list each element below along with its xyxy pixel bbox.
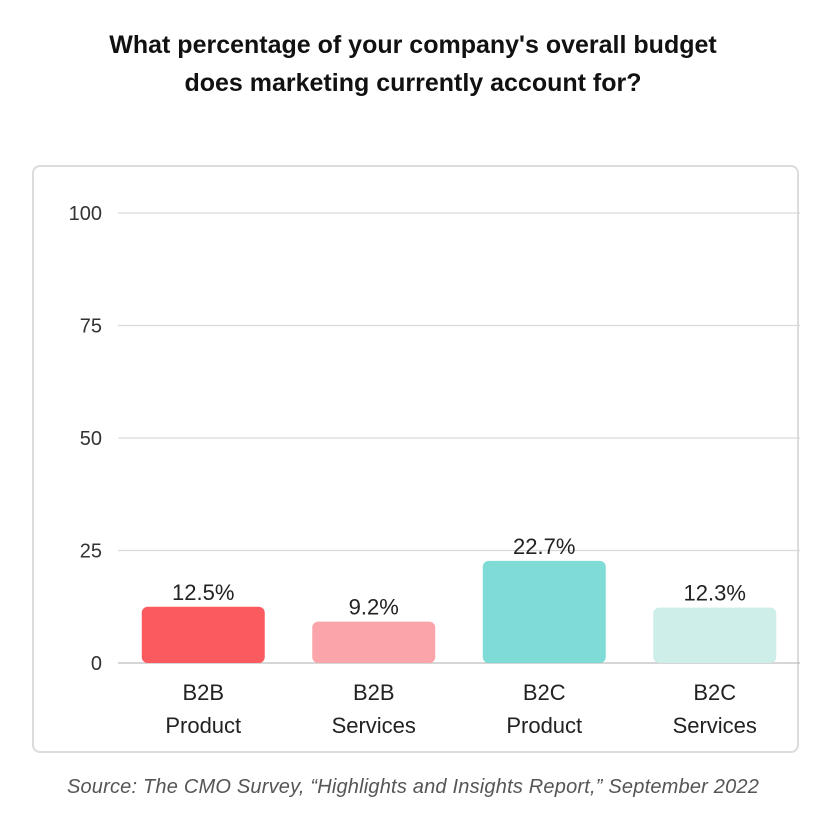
x-tick-label: Services xyxy=(673,713,757,738)
bar xyxy=(141,606,265,663)
x-tick-label: B2B xyxy=(353,680,395,705)
x-tick-label: B2B xyxy=(182,680,224,705)
bar-value-label: 9.2% xyxy=(349,595,399,620)
chart-title-line-1: What percentage of your company's overal… xyxy=(109,31,717,59)
x-tick-label: B2C xyxy=(693,680,736,705)
chart-title: What percentage of your company's overal… xyxy=(0,26,826,102)
bar-value-label: 12.5% xyxy=(172,580,234,605)
bar-value-label: 12.3% xyxy=(684,581,746,606)
x-tick-label: B2C xyxy=(523,680,566,705)
y-tick-label: 0 xyxy=(91,653,102,675)
y-tick-label: 100 xyxy=(69,203,102,225)
source-note: Source: The CMO Survey, “Highlights and … xyxy=(66,776,760,798)
bar xyxy=(312,621,436,663)
x-tick-label: Product xyxy=(506,713,582,738)
bar xyxy=(482,560,606,663)
x-tick-label: Product xyxy=(165,713,241,738)
x-tick-label: Services xyxy=(332,713,416,738)
bar xyxy=(653,607,777,663)
y-tick-label: 50 xyxy=(80,428,102,450)
y-tick-label: 25 xyxy=(80,541,102,563)
y-tick-label: 75 xyxy=(80,316,102,338)
chart-title-line-2: does marketing currently account for? xyxy=(184,69,642,97)
bar-value-label: 22.7% xyxy=(513,534,575,559)
